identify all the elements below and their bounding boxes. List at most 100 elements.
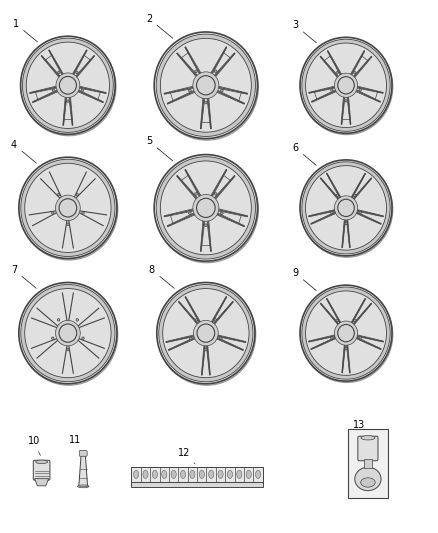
Ellipse shape	[246, 470, 251, 479]
Polygon shape	[185, 47, 202, 76]
Polygon shape	[356, 212, 381, 224]
Polygon shape	[351, 298, 366, 324]
Ellipse shape	[302, 287, 390, 379]
Ellipse shape	[336, 319, 339, 322]
Ellipse shape	[331, 212, 333, 214]
Ellipse shape	[215, 192, 217, 195]
Ellipse shape	[300, 285, 392, 381]
Polygon shape	[167, 212, 196, 227]
Ellipse shape	[158, 284, 256, 385]
Ellipse shape	[156, 157, 255, 259]
FancyBboxPatch shape	[33, 461, 50, 480]
Ellipse shape	[56, 195, 80, 221]
Text: 12: 12	[178, 448, 195, 464]
Ellipse shape	[301, 287, 393, 383]
Ellipse shape	[59, 199, 77, 217]
Ellipse shape	[82, 212, 84, 214]
Ellipse shape	[302, 39, 390, 131]
Polygon shape	[311, 212, 336, 224]
Ellipse shape	[67, 100, 69, 102]
Polygon shape	[217, 86, 247, 94]
Ellipse shape	[52, 212, 54, 214]
Polygon shape	[342, 344, 346, 373]
Ellipse shape	[338, 199, 354, 216]
Ellipse shape	[76, 71, 78, 74]
Ellipse shape	[353, 319, 356, 322]
Polygon shape	[207, 96, 212, 129]
Ellipse shape	[360, 478, 375, 487]
Ellipse shape	[335, 73, 357, 98]
Text: 4: 4	[11, 140, 36, 163]
Bar	[131, 467, 263, 482]
Ellipse shape	[67, 223, 69, 225]
Ellipse shape	[302, 162, 390, 254]
Ellipse shape	[180, 470, 186, 479]
Ellipse shape	[237, 470, 242, 479]
Polygon shape	[206, 345, 210, 375]
Polygon shape	[77, 89, 103, 103]
Text: 7: 7	[11, 265, 36, 288]
Ellipse shape	[82, 337, 84, 340]
Ellipse shape	[190, 470, 195, 479]
Ellipse shape	[25, 163, 111, 253]
Text: 1: 1	[13, 19, 37, 42]
Polygon shape	[347, 95, 351, 124]
Text: 9: 9	[293, 268, 316, 290]
Ellipse shape	[301, 39, 393, 135]
Ellipse shape	[21, 36, 115, 134]
Ellipse shape	[171, 470, 176, 479]
Ellipse shape	[59, 324, 77, 342]
Polygon shape	[353, 178, 372, 200]
Polygon shape	[342, 219, 346, 247]
Polygon shape	[346, 344, 350, 373]
Ellipse shape	[57, 193, 60, 196]
Polygon shape	[353, 303, 372, 325]
Ellipse shape	[300, 37, 392, 133]
Polygon shape	[354, 89, 381, 102]
Polygon shape	[210, 47, 227, 76]
Ellipse shape	[255, 470, 261, 479]
Ellipse shape	[227, 470, 233, 479]
Ellipse shape	[154, 32, 258, 139]
Polygon shape	[30, 86, 58, 94]
Ellipse shape	[58, 71, 60, 74]
Ellipse shape	[189, 212, 191, 215]
Polygon shape	[63, 95, 67, 125]
Ellipse shape	[338, 325, 354, 342]
Ellipse shape	[56, 320, 80, 346]
Ellipse shape	[220, 90, 223, 92]
Polygon shape	[311, 337, 336, 350]
Text: 6: 6	[293, 143, 316, 165]
Polygon shape	[215, 212, 244, 227]
Ellipse shape	[361, 435, 375, 440]
Ellipse shape	[195, 192, 197, 195]
Ellipse shape	[160, 38, 251, 132]
Polygon shape	[185, 169, 202, 198]
Ellipse shape	[26, 42, 110, 128]
Ellipse shape	[335, 321, 357, 345]
Ellipse shape	[160, 161, 251, 255]
Polygon shape	[49, 50, 64, 76]
Polygon shape	[201, 345, 205, 375]
Ellipse shape	[134, 470, 139, 479]
Bar	[348, 429, 388, 498]
Ellipse shape	[52, 337, 54, 340]
Ellipse shape	[300, 160, 392, 256]
Polygon shape	[311, 89, 338, 102]
Polygon shape	[178, 301, 199, 325]
Ellipse shape	[19, 282, 117, 384]
Ellipse shape	[22, 38, 113, 132]
Polygon shape	[215, 90, 244, 104]
Ellipse shape	[19, 157, 117, 259]
Polygon shape	[177, 175, 198, 200]
Ellipse shape	[195, 70, 197, 72]
Ellipse shape	[190, 337, 192, 340]
Polygon shape	[356, 337, 381, 350]
Ellipse shape	[205, 348, 207, 351]
Ellipse shape	[306, 43, 386, 127]
Ellipse shape	[359, 212, 361, 214]
Polygon shape	[164, 86, 195, 94]
Ellipse shape	[20, 284, 118, 385]
Ellipse shape	[57, 319, 60, 321]
Polygon shape	[351, 173, 366, 199]
